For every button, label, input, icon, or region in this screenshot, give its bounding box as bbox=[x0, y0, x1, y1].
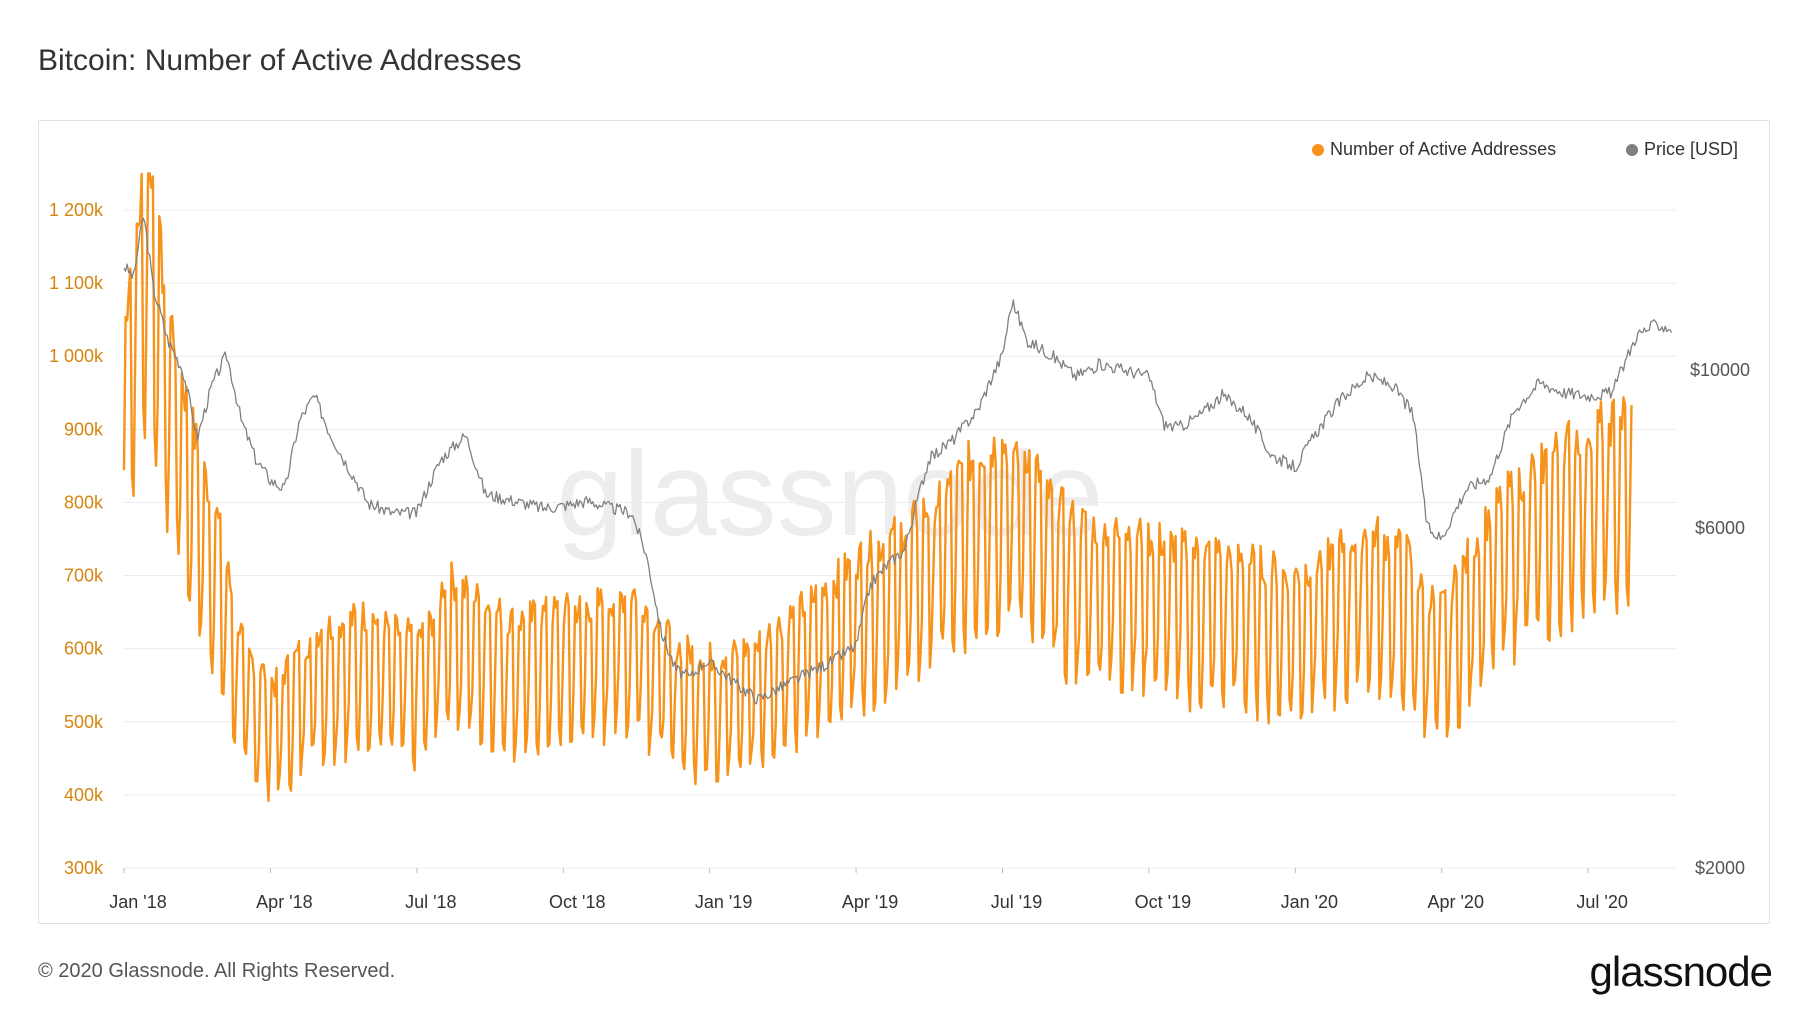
y-tick-right: $6000 bbox=[1695, 518, 1745, 538]
x-tick: Oct '19 bbox=[1135, 892, 1191, 912]
legend-dot-addresses bbox=[1312, 143, 1324, 156]
y-tick-right: $2000 bbox=[1695, 858, 1745, 878]
chart-frame bbox=[38, 120, 1770, 924]
x-tick: Jan '19 bbox=[695, 892, 752, 912]
legend-dot-price bbox=[1626, 143, 1638, 156]
y-axis-left: 300k 400k 500k 600k 700k 800k 900k 1 000k 1 100k… bbox=[49, 200, 104, 878]
series-group bbox=[122, 172, 1673, 802]
y-tick-left: 1 000k bbox=[49, 346, 104, 366]
x-tick: Jul '18 bbox=[405, 892, 456, 912]
x-tick: Jan '18 bbox=[109, 892, 166, 912]
y-axis-right: $2000 $6000 $10000 bbox=[1690, 360, 1750, 878]
legend-item-price[interactable]: Price [USD] bbox=[1626, 139, 1738, 160]
legend-label-price: Price [USD] bbox=[1644, 139, 1739, 159]
y-tick-left: 1 200k bbox=[49, 200, 104, 220]
y-tick-left: 1 100k bbox=[49, 273, 104, 293]
y-tick-left: 300k bbox=[64, 858, 104, 878]
x-tick: Oct '18 bbox=[549, 892, 605, 912]
series-line-active-addresses bbox=[122, 172, 1633, 802]
grid-lines bbox=[124, 209, 1676, 869]
x-tick: Apr '20 bbox=[1427, 892, 1483, 912]
brand-logo[interactable]: glassnode bbox=[1589, 948, 1773, 995]
x-tick: Jul '20 bbox=[1576, 892, 1627, 912]
y-tick-left: 500k bbox=[64, 712, 104, 732]
copyright-footer: © 2020 Glassnode. All Rights Reserved. bbox=[38, 960, 396, 982]
x-axis: Jan '18 Apr '18 Jul '18 Oct '18 Jan '19 Apr '… bbox=[109, 868, 1628, 912]
y-tick-left: 400k bbox=[64, 785, 104, 805]
chart-title: Bitcoin: Number of Active Addresses bbox=[38, 44, 522, 77]
y-tick-left: 800k bbox=[64, 492, 104, 512]
y-tick-left: 900k bbox=[64, 419, 104, 439]
x-tick: Jan '20 bbox=[1281, 892, 1338, 912]
x-tick: Apr '18 bbox=[256, 892, 312, 912]
y-tick-right: $10000 bbox=[1690, 360, 1750, 380]
legend-item-addresses[interactable]: Number of Active Addresses bbox=[1312, 139, 1556, 160]
x-tick: Jul '19 bbox=[991, 892, 1042, 912]
series-line-price bbox=[123, 217, 1673, 705]
y-tick-left: 600k bbox=[64, 639, 104, 659]
watermark-text: glassnode bbox=[556, 427, 1103, 561]
legend-label-addresses: Number of Active Addresses bbox=[1330, 139, 1557, 159]
x-tick: Apr '19 bbox=[842, 892, 898, 912]
y-tick-left: 700k bbox=[64, 566, 104, 586]
